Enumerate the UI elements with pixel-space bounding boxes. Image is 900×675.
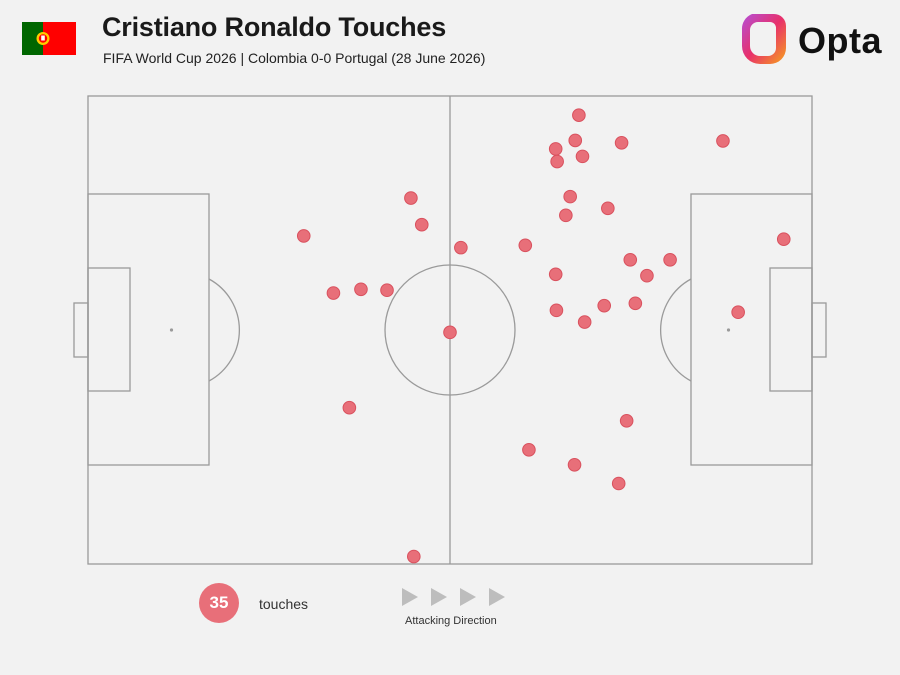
- touch-marker: [380, 283, 394, 298]
- touch-marker: [407, 549, 421, 564]
- touch-marker: [559, 208, 573, 223]
- touch-marker: [663, 252, 677, 267]
- left-six-yard-box: [87, 267, 131, 392]
- center-circle: [384, 264, 516, 396]
- page-subtitle: FIFA World Cup 2026 | Colombia 0-0 Portu…: [103, 50, 486, 66]
- touch-marker: [575, 149, 590, 164]
- right-penalty-spot: [726, 328, 731, 332]
- touch-marker: [577, 315, 592, 329]
- touch-marker: [611, 476, 626, 491]
- touch-marker: [414, 217, 429, 232]
- portugal-flag-icon: [22, 22, 76, 55]
- right-goal: [811, 302, 827, 358]
- touch-marker: [454, 240, 468, 255]
- right-penalty-area: [690, 193, 813, 466]
- touch-marker: [326, 286, 341, 300]
- right-six-yard-box: [769, 267, 813, 392]
- opta-logo-icon: [741, 14, 786, 64]
- left-penalty-area: [87, 193, 210, 466]
- touch-marker: [597, 298, 612, 313]
- touch-marker: [342, 400, 357, 415]
- touch-marker: [548, 142, 563, 156]
- touch-marker: [640, 268, 654, 283]
- touch-marker: [404, 191, 418, 205]
- attacking-direction-label: Attacking Direction: [405, 615, 497, 627]
- touch-marker: [731, 305, 745, 320]
- pitch-lines: [73, 95, 827, 565]
- right-penalty-arc: [659, 278, 692, 382]
- touch-marker: [549, 303, 564, 318]
- touch-marker: [518, 238, 533, 253]
- attacking-direction-arrows: [402, 588, 505, 606]
- play-arrow-icon: [460, 588, 476, 606]
- touch-marker: [623, 252, 638, 267]
- play-arrow-icon: [431, 588, 447, 606]
- touch-marker: [716, 134, 730, 148]
- play-arrow-icon: [489, 588, 505, 606]
- touch-marker: [548, 267, 563, 282]
- opta-logo-text: Opta: [798, 20, 883, 61]
- left-penalty-arc: [208, 278, 241, 382]
- touch-marker: [354, 282, 368, 297]
- touch-marker: [614, 136, 629, 150]
- left-goal: [73, 302, 89, 358]
- touch-marker: [572, 108, 586, 122]
- touch-marker: [443, 325, 457, 340]
- touch-marker: [563, 189, 577, 204]
- play-arrow-icon: [402, 588, 418, 606]
- touch-marker: [619, 413, 634, 428]
- touch-marker: [550, 154, 564, 169]
- page-title: Cristiano Ronaldo Touches: [102, 12, 447, 42]
- left-penalty-spot: [169, 328, 174, 332]
- touch-markers: [296, 108, 791, 564]
- touch-marker: [601, 201, 615, 216]
- touch-marker: [567, 457, 582, 472]
- touch-count-label: touches: [259, 596, 309, 612]
- touch-marker: [568, 133, 583, 148]
- touch-marker: [522, 443, 536, 457]
- touch-marker: [296, 229, 311, 243]
- touch-count-badge: 35: [199, 583, 239, 623]
- touch-marker: [776, 232, 791, 247]
- touch-marker: [628, 296, 643, 311]
